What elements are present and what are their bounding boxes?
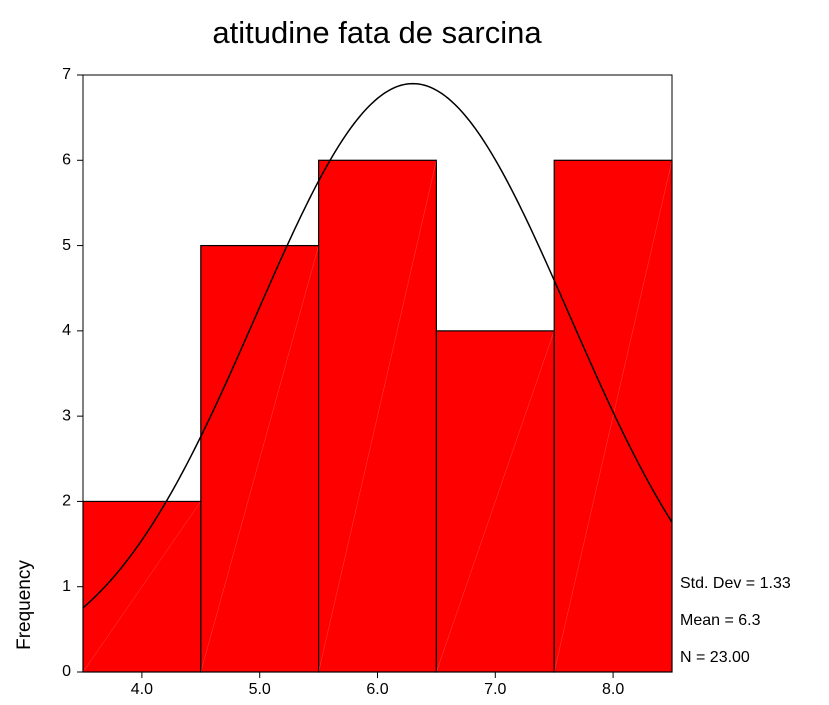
y-tick-label: 7: [62, 66, 71, 83]
stat-annotation: Mean = 6.3: [680, 612, 761, 629]
bar-hatch: [82, 501, 202, 673]
y-tick-label: 4: [62, 322, 71, 339]
y-tick-label: 0: [62, 663, 71, 680]
x-tick-label: 8.0: [602, 681, 624, 698]
chart-title: atitudine fata de sarcina: [212, 15, 542, 50]
normal-curve: [83, 82, 672, 609]
x-tick-label: 7.0: [484, 681, 506, 698]
y-tick-label: 5: [62, 237, 71, 254]
x-tick-label: 4.0: [131, 681, 153, 698]
stat-annotation: N = 23.00: [680, 649, 750, 666]
y-tick-label: 6: [62, 152, 71, 169]
y-axis-label: Frequency: [14, 560, 35, 650]
y-tick-label: 2: [62, 493, 71, 510]
y-tick-label: 3: [62, 407, 71, 424]
bar-hatch: [318, 160, 437, 673]
x-tick-label: 5.0: [249, 681, 271, 698]
x-tick-label: 6.0: [366, 681, 388, 698]
y-tick-label: 1: [62, 578, 71, 595]
stat-annotation: Std. Dev = 1.33: [680, 575, 791, 592]
bar-hatch: [436, 330, 555, 673]
bar-hatch: [200, 245, 319, 673]
bar-hatch: [553, 160, 673, 673]
